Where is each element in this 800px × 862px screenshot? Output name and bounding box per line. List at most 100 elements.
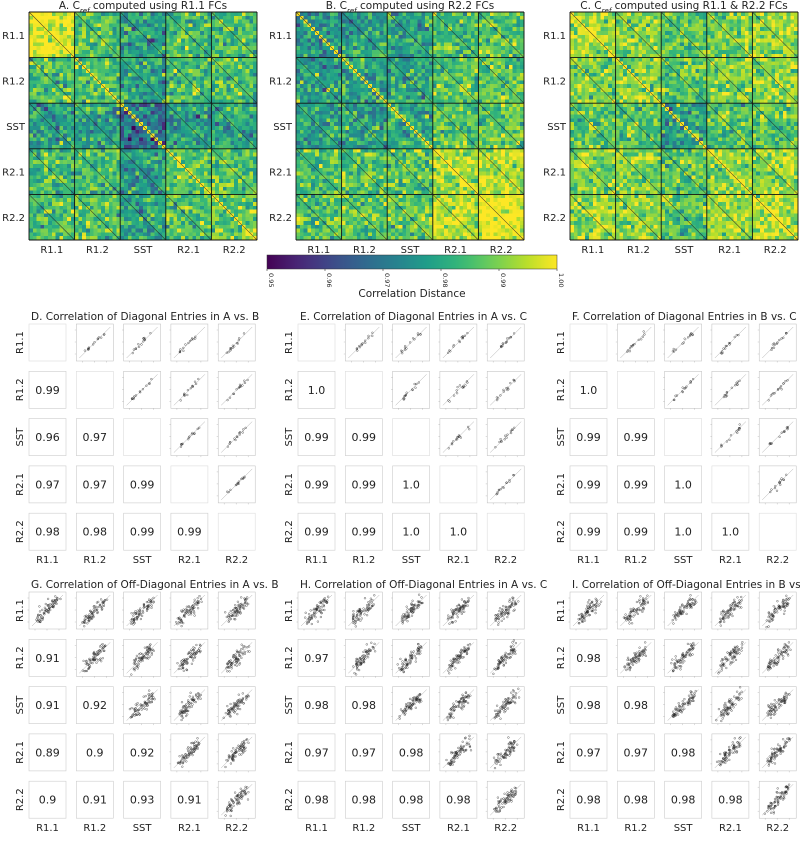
heatmap-cell: [215, 76, 220, 81]
heatmap-cell: [40, 91, 45, 96]
heatmap-cell: [55, 107, 60, 112]
heatmap-cell: [143, 72, 148, 77]
heatmap-cell: [315, 80, 320, 85]
heatmap-cell: [158, 179, 163, 184]
heatmap-cell: [146, 145, 151, 150]
heatmap-cell: [505, 57, 510, 62]
heatmap-cell: [192, 133, 197, 138]
heatmap-cell: [207, 202, 212, 207]
heatmap-cell: [44, 110, 49, 115]
heatmap-cell: [425, 42, 430, 47]
heatmap-cell: [303, 38, 308, 43]
heatmap-cell: [51, 57, 56, 62]
heatmap-cell: [105, 145, 110, 150]
heatmap-cell: [234, 186, 239, 191]
heatmap-cell: [70, 186, 75, 191]
heatmap-cell: [215, 46, 220, 51]
heatmap-cell: [238, 27, 243, 32]
heatmap-cell: [230, 126, 235, 131]
heatmap-cell: [372, 57, 377, 62]
heatmap-cell: [131, 202, 136, 207]
heatmap-cell: [67, 137, 72, 142]
heatmap-cell: [74, 46, 79, 51]
heatmap-cell: [432, 31, 437, 36]
heatmap-cell: [181, 57, 186, 62]
heatmap-cell: [158, 164, 163, 169]
heatmap-diagonal-line: [211, 102, 258, 150]
heatmap-cell: [226, 190, 231, 195]
heatmap-cell: [67, 88, 72, 93]
heatmap-cell: [127, 80, 132, 85]
heatmap-cell: [249, 190, 254, 195]
heatmap-cell: [493, 46, 498, 51]
heatmap-cell: [307, 19, 312, 24]
heatmap-title-subscript: ref: [80, 7, 91, 15]
heatmap-cell: [105, 217, 110, 222]
heatmap-cell: [55, 156, 60, 161]
heatmap-cell: [341, 46, 346, 51]
heatmap-cell: [112, 228, 117, 233]
heatmap-cell: [245, 202, 250, 207]
heatmap-cell: [40, 228, 45, 233]
heatmap-cell: [493, 53, 498, 58]
heatmap-cell: [245, 232, 250, 237]
heatmap-cell: [173, 152, 178, 157]
heatmap-cell: [421, 80, 426, 85]
heatmap-cell: [330, 42, 335, 47]
heatmap-cell: [59, 69, 64, 74]
heatmap-cell: [196, 167, 201, 172]
heatmap-cell: [181, 46, 186, 51]
heatmap-cell: [131, 61, 136, 66]
heatmap-cell: [162, 213, 167, 218]
heatmap-cell: [417, 69, 422, 74]
heatmap-cell: [139, 69, 144, 74]
heatmap-cell: [311, 53, 316, 58]
heatmap-cell: [97, 42, 102, 47]
heatmap-cell: [345, 95, 350, 100]
heatmap-cell: [230, 114, 235, 119]
heatmap-cell: [116, 137, 121, 142]
heatmap-cell: [112, 137, 117, 142]
heatmap-cell: [146, 156, 151, 161]
heatmap-cell: [432, 72, 437, 77]
heatmap-cell: [127, 53, 132, 58]
heatmap-cell: [341, 19, 346, 24]
heatmap-cell: [108, 198, 113, 203]
heatmap-cell: [36, 133, 41, 138]
heatmap-cell: [74, 186, 79, 191]
heatmap-cell: [74, 213, 79, 218]
heatmap-cell: [74, 137, 79, 142]
heatmap-cell: [36, 53, 41, 58]
heatmap-cell: [51, 38, 56, 43]
heatmap-cell: [131, 179, 136, 184]
heatmap-cell: [108, 76, 113, 81]
heatmap-cell: [150, 213, 155, 218]
heatmap-cell: [78, 65, 83, 70]
heatmap-cell: [67, 114, 72, 119]
heatmap-cell: [379, 57, 384, 62]
heatmap-cell: [108, 42, 113, 47]
heatmap-cell: [192, 46, 197, 51]
heatmap-cell: [112, 133, 117, 138]
heatmap-cell: [402, 61, 407, 66]
heatmap-cell: [173, 27, 178, 32]
heatmap-cell: [51, 205, 56, 210]
heatmap-cell: [234, 221, 239, 226]
heatmap-cell: [120, 236, 125, 241]
heatmap-cell: [74, 190, 79, 195]
heatmap-cell: [74, 42, 79, 47]
heatmap-cell: [112, 171, 117, 176]
heatmap-cell: [345, 19, 350, 24]
heatmap-cell: [512, 42, 517, 47]
heatmap-cell: [67, 99, 72, 104]
heatmap-cell: [165, 190, 170, 195]
heatmap-cell: [116, 228, 121, 233]
heatmap-cell: [120, 27, 125, 32]
heatmap-cell: [238, 236, 243, 241]
heatmap-cell: [116, 69, 121, 74]
heatmap-cell: [230, 152, 235, 157]
heatmap-cell: [158, 15, 163, 20]
heatmap-cell: [181, 152, 186, 157]
heatmap-cell: [307, 91, 312, 96]
heatmap-cell: [63, 126, 68, 131]
